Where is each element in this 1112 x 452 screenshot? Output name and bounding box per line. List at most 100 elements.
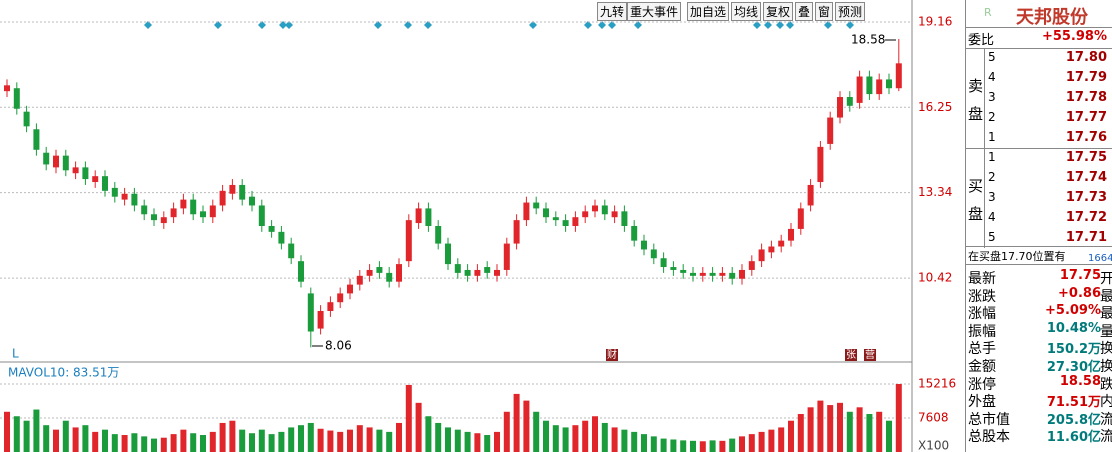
event-marker-bg	[606, 349, 618, 361]
event-marker: 营	[865, 348, 875, 361]
candle-body	[131, 193, 138, 206]
note: 在买盘17.70位置有	[968, 250, 1066, 263]
volume-bar	[298, 425, 304, 452]
candle-body	[160, 217, 167, 224]
candle-body	[592, 205, 598, 212]
candle-body	[180, 199, 187, 209]
stat-value: +5.09%	[1045, 303, 1101, 319]
stat-value: +0.86	[1058, 285, 1101, 301]
volume-bar	[543, 420, 549, 452]
stat-next: 换	[1100, 338, 1112, 358]
volume-bar	[758, 431, 765, 452]
candle-body	[33, 129, 40, 150]
candle-body	[258, 205, 265, 226]
volume-bar	[797, 414, 804, 452]
candle-body	[866, 76, 873, 95]
y-tick-label: 10.42	[918, 271, 952, 285]
candle-body	[739, 269, 745, 279]
volume-bar	[160, 437, 167, 452]
candle-body	[366, 269, 373, 276]
volume-bar	[337, 431, 344, 452]
level-price: 17.74	[1065, 170, 1107, 185]
volume-bar	[92, 431, 99, 452]
volume-bar	[121, 435, 128, 452]
stat-next: 内	[1100, 391, 1112, 411]
volume-bar	[699, 441, 706, 452]
candle-body	[268, 225, 275, 232]
toolbar-button[interactable]: 加自选	[687, 2, 730, 21]
volume-bar	[817, 400, 824, 452]
candle-body	[190, 199, 197, 215]
candle-body	[249, 196, 255, 206]
block-label: 买盘	[968, 177, 984, 223]
level-index: 3	[988, 90, 996, 104]
candle-body	[523, 202, 530, 221]
volume-bar	[53, 429, 59, 452]
toolbar-button[interactable]: 叠	[795, 2, 814, 21]
candle-body	[582, 211, 589, 218]
stock-name: 天邦股份	[1016, 7, 1088, 28]
event-marker-bg	[845, 349, 857, 361]
candle-body	[219, 190, 226, 206]
candle-body	[170, 208, 177, 218]
weibi-value: +55.98%	[1041, 29, 1107, 44]
candle-body	[43, 152, 50, 165]
volume-bar	[592, 416, 598, 452]
candle-body	[601, 205, 608, 215]
candle-body	[464, 269, 471, 276]
volume-bar	[866, 414, 873, 452]
candle-body	[317, 310, 324, 329]
volume-bar	[435, 422, 442, 452]
candle-body	[543, 208, 549, 218]
candle-body	[278, 231, 285, 244]
volume-bar	[748, 434, 755, 452]
y-tick-label: 15216	[918, 376, 956, 390]
toolbar-button[interactable]: 九转	[597, 2, 628, 21]
toolbar-button[interactable]: 窗	[815, 2, 834, 21]
volume-bar	[631, 431, 638, 452]
toolbar-button[interactable]: 预测	[835, 2, 866, 21]
volume-bar	[180, 429, 187, 452]
volume-bar	[876, 411, 883, 452]
stat-next: 流	[1100, 426, 1112, 446]
candle-body	[82, 167, 89, 180]
candle-body	[748, 261, 755, 270]
candle-body	[650, 249, 657, 259]
toolbar-button[interactable]: 均线	[731, 2, 762, 21]
candle-body	[552, 217, 559, 221]
y-tick-label: 16.25	[918, 100, 952, 114]
candle-body	[200, 211, 206, 218]
volume-bar	[533, 411, 540, 452]
volume-bar	[33, 409, 40, 452]
volume-bar	[611, 427, 618, 452]
volume-bar	[523, 400, 530, 452]
stat-value: 27.30亿	[1046, 360, 1101, 375]
volume-bar	[670, 439, 677, 452]
stat-label: 最新	[968, 271, 996, 287]
toolbar-button[interactable]: 重大事件	[627, 2, 682, 21]
divider	[966, 264, 1112, 265]
candle-body	[435, 225, 442, 244]
volume-bar	[62, 420, 69, 452]
volume-bar	[729, 438, 736, 452]
stat-label: 涨跌	[968, 288, 996, 305]
candle-body	[827, 117, 834, 144]
candle-body	[347, 284, 353, 294]
toolbar-button[interactable]: 复权	[763, 2, 794, 21]
volume-bar	[601, 422, 608, 452]
candle-body	[719, 272, 726, 276]
candle-body	[807, 184, 814, 206]
candle-body	[856, 76, 863, 103]
candle-body	[121, 193, 128, 200]
level-price: 17.80	[1065, 50, 1107, 65]
candle-body	[886, 79, 892, 89]
candle-body	[660, 258, 667, 268]
level-index: 3	[988, 190, 996, 204]
candle-body	[425, 208, 432, 226]
divider	[966, 27, 1112, 28]
level-price: 17.73	[1065, 190, 1107, 205]
volume-bar	[552, 425, 559, 452]
volume-bar	[709, 440, 716, 452]
volume-bar	[151, 438, 157, 452]
stat-label: 振幅	[968, 323, 996, 340]
